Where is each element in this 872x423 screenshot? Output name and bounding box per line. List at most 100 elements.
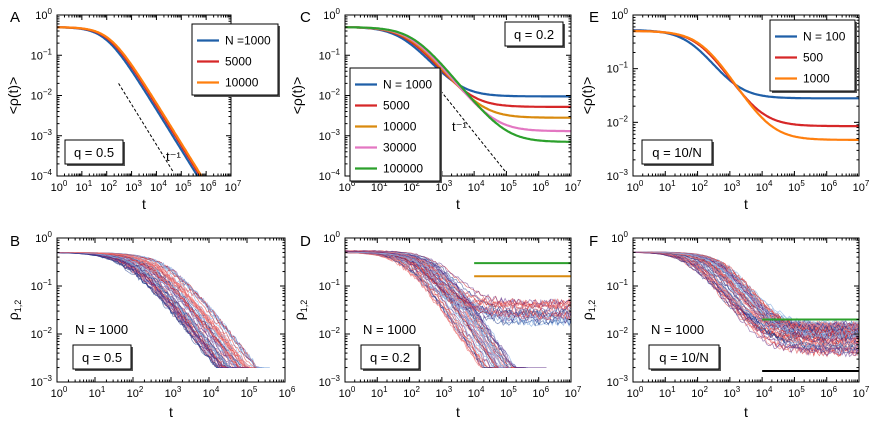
panel-letter: F: [589, 233, 598, 250]
panel-F: 100 101 102 103 104 105 106 107 100 10−1 10−2 10−3 F…: [579, 230, 870, 420]
x-tick-label: 103: [125, 179, 142, 194]
n-label: N = 1000: [75, 322, 128, 337]
trajectory-line: [345, 250, 571, 320]
panel-A: 100 101 102 103 104 105 106 107 100 10−1 10−2 10−3 1…: [5, 7, 280, 212]
trajectory-line: [345, 250, 571, 319]
x-tick-label: 107: [853, 385, 870, 400]
q-annotation-text: q = 0.5: [74, 145, 114, 160]
x-tick-label: 101: [371, 179, 388, 194]
y-tick-label: 10−1: [319, 47, 341, 62]
y-tick-label: 10−4: [319, 168, 341, 183]
plot-area: [633, 29, 859, 141]
y-tick-label: 10−1: [31, 278, 53, 293]
axes-frame: [344, 237, 572, 383]
legend-entry: 100000: [383, 162, 423, 176]
x-tick-label: 102: [100, 179, 117, 194]
legend-entry: N =1000: [225, 34, 271, 48]
panel-letter: C: [300, 9, 311, 26]
y-tick-label: 10−1: [607, 61, 629, 76]
q-annotation: [72, 344, 132, 370]
trajectory-line: [57, 252, 251, 368]
y-tick-label: 10−2: [31, 326, 53, 341]
x-tick-label: 106: [279, 385, 296, 400]
trajectory-line: [633, 252, 859, 354]
trajectory-line: [633, 251, 859, 331]
y-tick-label: 10−3: [319, 374, 341, 389]
x-tick-label: 104: [468, 179, 485, 194]
y-tick-label: 10−3: [607, 168, 629, 183]
panel-letter: D: [300, 233, 311, 250]
q-annotation: [360, 344, 420, 370]
legend-entry: N = 100: [803, 30, 846, 44]
x-tick-label: 105: [788, 385, 805, 400]
y-tick-label: 10−1: [607, 278, 629, 293]
legend-entry: 500: [803, 51, 823, 65]
x-tick-label: 106: [532, 385, 549, 400]
x-tick-label: 101: [89, 385, 106, 400]
y-tick-label: 10−2: [319, 326, 341, 341]
panel-letter: A: [10, 9, 20, 26]
x-tick-label: 104: [468, 385, 485, 400]
trajectory-line: [345, 252, 506, 368]
legend-entry: N = 1000: [383, 78, 432, 92]
reference-slope-line: [118, 83, 175, 174]
y-tick-label: 100: [323, 230, 340, 245]
x-axis-label: t: [456, 196, 460, 212]
axes-frame: [632, 237, 860, 383]
x-tick-label: 101: [659, 385, 676, 400]
x-tick-label: 101: [76, 179, 93, 194]
q-annotation: [648, 344, 720, 370]
q-annotation-text: q = 0.5: [82, 350, 122, 365]
x-tick-label: 101: [659, 179, 676, 194]
n-label: N = 1000: [363, 322, 416, 337]
trajectory-line: [633, 251, 859, 340]
legend-entry: 10000: [225, 76, 259, 90]
q-annotation-text: q = 10/N: [652, 145, 702, 160]
legend-entry: 10000: [383, 120, 417, 134]
y-tick-label: 100: [611, 7, 628, 22]
series-line-2: [633, 30, 859, 141]
x-axis-label: t: [744, 404, 748, 420]
y-tick-label: 100: [611, 230, 628, 245]
trajectory-line: [345, 252, 483, 368]
trajectory-line: [57, 252, 249, 368]
x-tick-label: 103: [165, 385, 182, 400]
x-tick-label: 105: [175, 179, 192, 194]
x-tick-label: 100: [51, 385, 68, 400]
x-tick-label: 104: [203, 385, 220, 400]
y-axis-label: <ρ(t)>: [289, 77, 305, 115]
panel-E: 100 101 102 103 104 105 106 107 100 10−1 10−2 10−3 E…: [579, 7, 870, 212]
plot-area: [57, 252, 270, 369]
x-tick-label: 104: [756, 179, 773, 194]
y-axis-label: <ρ(t)>: [579, 77, 595, 115]
plot-area: [57, 26, 203, 176]
trajectory-line: [633, 251, 859, 354]
legend-entry: 5000: [383, 99, 410, 113]
y-tick-label: 10−2: [31, 88, 53, 103]
q-annotation: [504, 21, 564, 47]
y-tick-label: 100: [35, 7, 52, 22]
x-tick-label: 100: [627, 179, 644, 194]
x-tick-label: 103: [724, 385, 741, 400]
y-tick-label: 10−2: [319, 88, 341, 103]
x-tick-label: 105: [241, 385, 258, 400]
legend-entry: 1000: [803, 72, 830, 86]
x-tick-label: 100: [627, 385, 644, 400]
trajectory-line: [345, 250, 571, 310]
x-tick-label: 106: [820, 179, 837, 194]
q-annotation: [641, 139, 713, 165]
trajectory-line: [57, 252, 219, 368]
x-axis-label: t: [142, 196, 146, 212]
q-annotation: [64, 139, 124, 165]
trajectory-line: [633, 252, 859, 356]
y-tick-label: 10−2: [607, 114, 629, 129]
series-line-4: [345, 26, 571, 143]
panel-letter: E: [589, 9, 599, 26]
x-tick-label: 102: [403, 385, 420, 400]
panel-D: 100 101 102 103 104 105 106 107 100 10−1 10−2 10−3 D…: [291, 230, 582, 420]
legend: [349, 67, 441, 182]
x-tick-label: 107: [565, 385, 582, 400]
y-tick-label: 10−4: [31, 168, 53, 183]
plot-area: [345, 250, 571, 368]
x-tick-label: 107: [225, 179, 242, 194]
